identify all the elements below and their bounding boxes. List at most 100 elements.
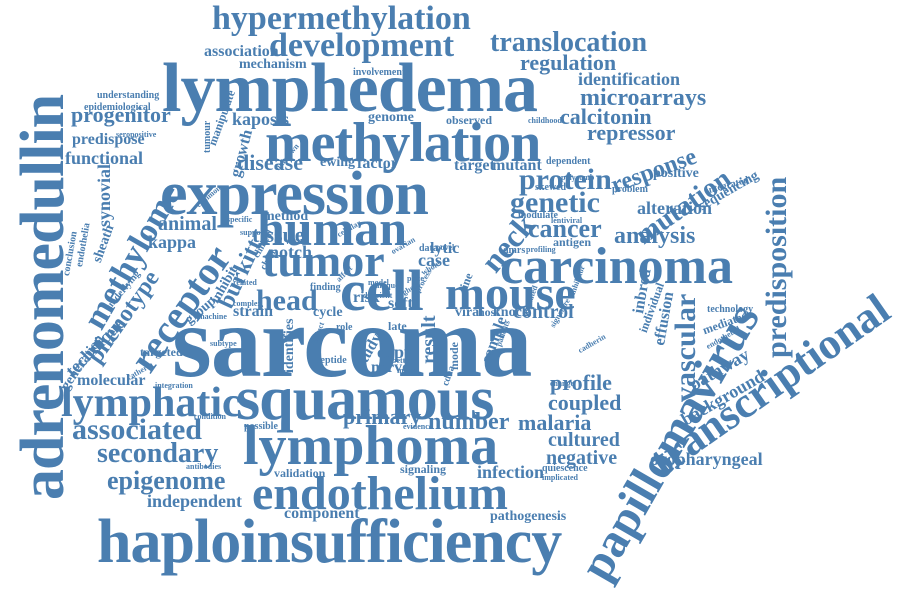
word-profile: profile (550, 370, 612, 395)
word-peptide: peptide (315, 355, 347, 366)
word-ewing: ewing (320, 155, 355, 170)
word-possible: possible (244, 421, 278, 432)
word-understanding: understanding (97, 90, 160, 101)
word-profiling: profiling (526, 245, 556, 254)
word-primary: primary (343, 404, 422, 429)
word-technology: technology (707, 304, 754, 315)
word-tumour: tumour (202, 120, 213, 153)
word-predisposition: predisposition (760, 176, 793, 358)
word-implicated: implicated (542, 473, 578, 482)
word-animal: animal (158, 213, 217, 235)
word-associated: associated (72, 413, 202, 446)
word-tissue: tissue (252, 222, 305, 247)
word-malaria: malaria (518, 410, 592, 435)
word-seropositive: seropositive (116, 130, 157, 139)
word-negative: negative (546, 447, 618, 469)
word-subtype: subtype (210, 339, 237, 348)
word-better: better (392, 356, 413, 365)
word-coupled: coupled (548, 390, 622, 415)
word-myps: myps (397, 366, 416, 375)
word-human: human (257, 200, 408, 256)
word-polycomb: polycomb (561, 173, 595, 182)
word-unique: unique (375, 281, 399, 290)
word-integration: integration (155, 381, 193, 390)
word-antigen: antigen (553, 235, 592, 249)
word-copy: copy (377, 342, 413, 362)
word-hypermethylation: hypermethylation (212, 0, 471, 37)
word-protein: protein (519, 163, 612, 196)
word-support: support (240, 228, 267, 237)
word-positive: positive (653, 166, 699, 181)
word-result: result (418, 315, 440, 364)
word-number: number (428, 409, 510, 435)
word-association: association (204, 43, 279, 60)
word-microarrays: microarrays (580, 85, 707, 111)
word-component: component (284, 505, 360, 522)
word-involvement: involvement (353, 67, 406, 78)
word-tumor: tumor (262, 235, 385, 286)
word-identification: identification (578, 69, 680, 89)
word-calcitonin: calcitonin (560, 104, 652, 129)
word-genome: genome (368, 110, 414, 125)
word-translocation: translocation (490, 27, 648, 58)
word-childhood: childhood (528, 116, 562, 125)
word-genetic: genetic (510, 186, 600, 219)
word-quiescence: quiescence (542, 463, 588, 474)
word-endothelia: endothelia (74, 222, 93, 268)
word-lymphatic: lymphatic (61, 380, 241, 426)
word-regulation: regulation (520, 50, 617, 75)
word-role: role (336, 322, 353, 333)
word-mutant: mutant (492, 157, 542, 174)
word-development: development (269, 27, 455, 64)
word-epidemiological: epidemiological (84, 102, 151, 113)
word-evidence: evidence (403, 422, 433, 431)
word-dmrs: dmrs (503, 245, 526, 256)
word-kaposis: kaposis (232, 109, 290, 129)
word-control: control (513, 301, 574, 323)
word-disease: disease (237, 150, 303, 175)
word-lentiviral: lentiviral (551, 216, 583, 225)
word-nerve: nerve (371, 359, 410, 376)
word-related: related (233, 278, 257, 287)
word-modulate: modulate (518, 210, 558, 221)
word-case: case (418, 250, 450, 270)
word-targeted: targeted (140, 345, 183, 359)
word-functional: functional (65, 148, 144, 168)
word-infection: infection (477, 462, 544, 482)
word-oropharyngeal: oropharyngeal (650, 449, 763, 469)
word-identifies: identifies (282, 318, 297, 373)
word-specific: specific (227, 215, 253, 224)
word-lymphedema: lymphedema (162, 50, 538, 127)
word-finding: finding (310, 282, 341, 293)
word-observed: observed (446, 113, 492, 127)
word-notch: notch (269, 242, 313, 262)
word-independent: independent (147, 491, 243, 511)
word-target: target (454, 157, 495, 174)
word-model: model (368, 278, 389, 287)
word-sarcoma: sarcoma (172, 286, 532, 399)
word-cultured: cultured (548, 429, 620, 451)
word-haploinsufficiency: haploinsufficiency (97, 508, 562, 576)
word-antibodies: antibodies (186, 462, 222, 471)
word-condition: condition (194, 412, 227, 421)
word-predispose: predispose (72, 131, 145, 148)
word-viral: viral (455, 305, 483, 320)
word-pathogenesis: pathogenesis (490, 509, 567, 524)
word-change: change (550, 379, 574, 388)
word-lymphoma: lymphoma (243, 415, 499, 477)
word-knock: knock (493, 305, 530, 320)
word-squamous: squamous (236, 365, 494, 433)
word-validation: validation (274, 466, 326, 480)
word-signaling: signaling (400, 462, 447, 476)
word-secondary: secondary (97, 438, 219, 469)
word-virus: virus (285, 236, 307, 247)
word-mechanism: mechanism (239, 57, 307, 72)
word-late: late (388, 319, 407, 333)
word-novel: novel (436, 243, 455, 252)
word-endothelium: endothelium (252, 467, 509, 520)
word-repressor: repressor (587, 120, 676, 145)
word-cadherin: cadherin (576, 332, 608, 355)
word-lytic: lytic (430, 240, 460, 257)
word-risk: risk (353, 289, 380, 306)
